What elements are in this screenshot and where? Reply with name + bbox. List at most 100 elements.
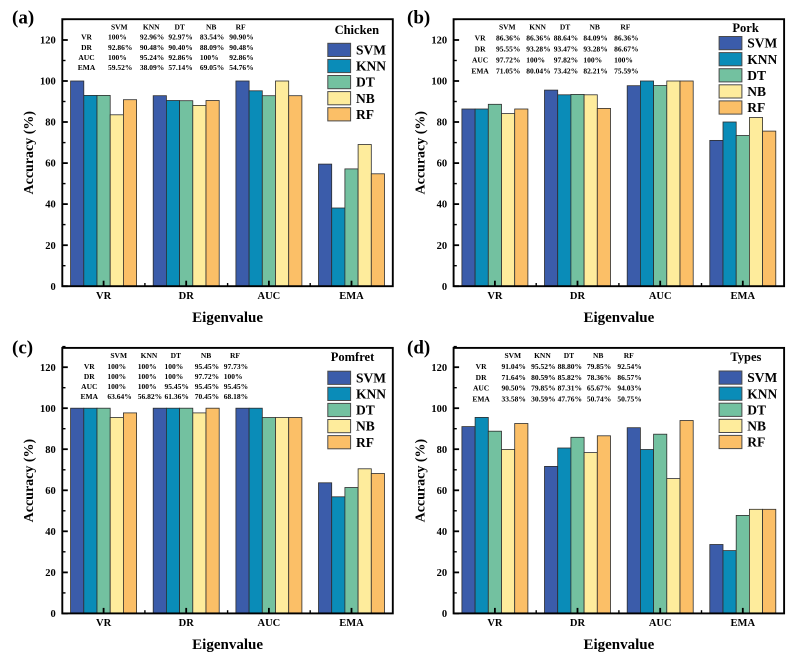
- svg-text:EMA: EMA: [471, 67, 489, 76]
- svg-text:0: 0: [51, 282, 56, 293]
- svg-text:DT: DT: [747, 68, 766, 83]
- svg-text:30.59%: 30.59%: [531, 394, 555, 403]
- svg-text:RF: RF: [747, 100, 765, 115]
- svg-text:97.82%: 97.82%: [554, 56, 578, 65]
- svg-text:EMA: EMA: [78, 63, 96, 72]
- svg-text:NB: NB: [356, 91, 375, 106]
- svg-text:40: 40: [45, 200, 56, 211]
- svg-text:KNN: KNN: [356, 59, 386, 74]
- svg-text:80.04%: 80.04%: [526, 67, 550, 76]
- svg-text:80: 80: [437, 118, 448, 129]
- svg-text:95.45%: 95.45%: [165, 382, 189, 391]
- svg-text:91.04%: 91.04%: [502, 362, 526, 371]
- svg-text:RF: RF: [356, 107, 374, 122]
- svg-text:NB: NB: [201, 351, 211, 360]
- svg-text:120: 120: [431, 36, 447, 47]
- svg-text:92.97%: 92.97%: [168, 33, 192, 42]
- svg-text:DR: DR: [570, 291, 586, 302]
- svg-text:100%: 100%: [107, 382, 126, 391]
- svg-text:100%: 100%: [165, 362, 184, 371]
- svg-text:RF: RF: [356, 435, 374, 450]
- svg-text:DR: DR: [179, 618, 195, 629]
- svg-text:EMA: EMA: [731, 291, 756, 302]
- svg-text:DT: DT: [174, 23, 184, 32]
- svg-text:60: 60: [437, 486, 448, 497]
- svg-text:RF: RF: [620, 22, 630, 31]
- svg-text:40: 40: [437, 527, 448, 538]
- svg-text:NB: NB: [593, 351, 603, 360]
- svg-text:DR: DR: [84, 372, 95, 381]
- svg-text:100%: 100%: [224, 372, 243, 381]
- svg-text:SVM: SVM: [747, 36, 777, 51]
- svg-text:88.64%: 88.64%: [554, 33, 578, 42]
- svg-text:69.05%: 69.05%: [200, 63, 224, 72]
- svg-text:EMA: EMA: [339, 618, 364, 629]
- svg-text:100%: 100%: [108, 53, 127, 62]
- svg-text:54.76%: 54.76%: [229, 63, 253, 72]
- svg-text:AUC: AUC: [81, 382, 97, 391]
- svg-text:SVM: SVM: [356, 370, 386, 385]
- svg-text:60: 60: [437, 159, 448, 170]
- svg-text:AUC: AUC: [258, 618, 281, 629]
- svg-text:80: 80: [45, 118, 56, 129]
- svg-text:SVM: SVM: [110, 351, 127, 360]
- svg-text:RF: RF: [230, 351, 240, 360]
- svg-text:56.82%: 56.82%: [138, 392, 162, 401]
- svg-text:KNN: KNN: [534, 351, 551, 360]
- svg-text:60: 60: [45, 486, 56, 497]
- svg-text:79.85%: 79.85%: [587, 362, 611, 371]
- svg-text:94.03%: 94.03%: [617, 384, 641, 393]
- svg-text:0: 0: [51, 609, 56, 620]
- svg-text:VR: VR: [487, 291, 503, 302]
- svg-text:120: 120: [40, 363, 56, 374]
- svg-text:SVM: SVM: [747, 370, 777, 385]
- svg-text:KNN: KNN: [747, 386, 777, 401]
- svg-text:DT: DT: [171, 351, 181, 360]
- svg-text:EMA: EMA: [731, 618, 756, 629]
- svg-text:33.58%: 33.58%: [502, 394, 526, 403]
- svg-text:68.18%: 68.18%: [224, 392, 248, 401]
- svg-text:100%: 100%: [107, 362, 126, 371]
- svg-text:DT: DT: [560, 22, 570, 31]
- svg-text:(d): (d): [407, 338, 430, 359]
- svg-text:VR: VR: [476, 362, 487, 371]
- svg-text:AUC: AUC: [258, 291, 281, 302]
- svg-text:(c): (c): [12, 338, 33, 359]
- svg-text:93.28%: 93.28%: [526, 45, 550, 54]
- svg-text:DT: DT: [356, 403, 375, 418]
- svg-text:100%: 100%: [138, 382, 157, 391]
- svg-text:NB: NB: [206, 23, 216, 32]
- svg-text:38.09%: 38.09%: [140, 63, 164, 72]
- svg-text:Pomfret: Pomfret: [331, 350, 375, 364]
- svg-text:70.45%: 70.45%: [195, 392, 219, 401]
- svg-text:VR: VR: [487, 618, 503, 629]
- svg-text:AUC: AUC: [649, 618, 672, 629]
- svg-text:NB: NB: [356, 419, 375, 434]
- svg-text:EMA: EMA: [339, 291, 364, 302]
- svg-text:Accuracy (%): Accuracy (%): [22, 438, 37, 522]
- svg-text:83.54%: 83.54%: [200, 33, 224, 42]
- svg-text:40: 40: [45, 527, 56, 538]
- svg-text:KNN: KNN: [356, 387, 386, 402]
- svg-text:100: 100: [431, 404, 447, 415]
- svg-text:86.57%: 86.57%: [617, 373, 641, 382]
- svg-text:DT: DT: [747, 402, 766, 417]
- svg-text:78.36%: 78.36%: [587, 373, 611, 382]
- svg-text:87.31%: 87.31%: [558, 384, 582, 393]
- svg-text:92.96%: 92.96%: [140, 33, 164, 42]
- svg-text:RF: RF: [747, 435, 765, 450]
- svg-text:RF: RF: [236, 23, 246, 32]
- svg-text:20: 20: [45, 568, 56, 579]
- svg-text:71.64%: 71.64%: [502, 373, 526, 382]
- svg-text:86.36%: 86.36%: [526, 33, 550, 42]
- svg-text:85.82%: 85.82%: [558, 373, 582, 382]
- svg-text:95.45%: 95.45%: [224, 382, 248, 391]
- svg-text:95.55%: 95.55%: [496, 45, 520, 54]
- svg-text:50.75%: 50.75%: [617, 394, 641, 403]
- svg-text:71.05%: 71.05%: [496, 67, 520, 76]
- svg-text:VR: VR: [96, 618, 112, 629]
- svg-text:Eigenvalue: Eigenvalue: [583, 637, 654, 653]
- svg-text:86.36%: 86.36%: [496, 33, 520, 42]
- svg-text:0: 0: [442, 609, 447, 620]
- svg-text:100%: 100%: [138, 362, 157, 371]
